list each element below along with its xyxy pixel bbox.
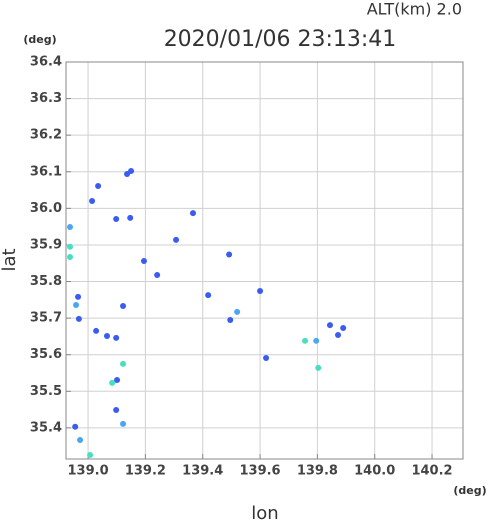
echo-point (75, 315, 82, 322)
echo-point (128, 168, 135, 175)
plot-border (65, 61, 464, 460)
echo-point (127, 214, 134, 221)
y-tick-label: 35.9 (30, 237, 62, 252)
echo-point (109, 379, 116, 386)
echo-point (335, 331, 342, 338)
y-tick-label: 36.2 (30, 128, 62, 143)
x-tick-label: 139.0 (68, 464, 109, 479)
y-tick-label: 35.4 (30, 420, 62, 435)
echo-point (89, 198, 96, 205)
echo-point (120, 303, 127, 310)
y-tick-label: 36.0 (30, 201, 62, 216)
echo-point (120, 360, 127, 367)
echo-point (95, 183, 102, 190)
x-tick-label: 140.2 (411, 464, 452, 479)
y-tick-label: 35.7 (30, 311, 62, 326)
y-tick-label: 35.5 (30, 384, 62, 399)
y-unit: (deg) (23, 33, 56, 46)
echo-point (113, 406, 120, 413)
y-tick-label: 36.1 (30, 164, 62, 179)
echo-point (103, 333, 110, 340)
y-tick-label: 36.3 (30, 91, 62, 106)
echo-point (226, 251, 233, 258)
echo-point (120, 420, 127, 427)
echo-point (75, 293, 82, 300)
echo-point (263, 355, 270, 362)
y-tick-label: 35.6 (30, 347, 62, 362)
y-tick-label: 36.4 (30, 55, 62, 70)
echo-point (257, 288, 264, 295)
echo-point (73, 301, 80, 308)
echo-point (154, 271, 161, 278)
y-tick-label: 35.8 (30, 274, 62, 289)
echo-point (205, 292, 212, 299)
x-tick-label: 139.2 (125, 464, 166, 479)
x-axis-label: lon (251, 503, 278, 521)
echo-point (313, 337, 320, 344)
echo-point (87, 451, 94, 458)
chart-title: 2020/01/06 23:13:41 (164, 27, 397, 52)
echo-point (67, 224, 74, 231)
echo-point (67, 243, 74, 250)
echo-point (315, 364, 322, 371)
x-tick-label: 139.8 (297, 464, 338, 479)
echo-point (140, 258, 147, 265)
echo-point (326, 322, 333, 329)
echo-point (113, 215, 120, 222)
x-unit: (deg) (453, 484, 486, 497)
echo-point (72, 423, 79, 430)
echo-point (173, 236, 180, 243)
echo-point (93, 327, 100, 334)
altitude-label: ALT(km) 2.0 (367, 0, 462, 19)
echo-point (227, 316, 234, 323)
y-axis-label: lat (0, 248, 20, 271)
plot-area (66, 62, 463, 459)
x-tick-label: 139.6 (239, 464, 280, 479)
echo-point (114, 376, 121, 383)
echo-point (67, 254, 74, 261)
echo-point (189, 210, 196, 217)
echo-point (340, 325, 347, 332)
echo-point (113, 334, 120, 341)
x-tick-label: 140.0 (354, 464, 395, 479)
x-tick-label: 139.4 (182, 464, 223, 479)
echo-point (302, 337, 309, 344)
echo-point (234, 308, 241, 315)
echo-point (77, 436, 84, 443)
